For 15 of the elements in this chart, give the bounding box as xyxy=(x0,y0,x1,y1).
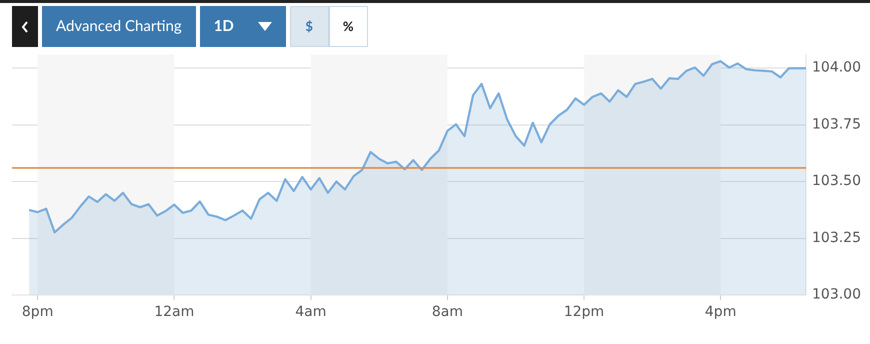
y-tick-label: 103.25 xyxy=(812,230,861,246)
text: % xyxy=(342,17,354,36)
x-tick-label: 4am xyxy=(295,304,326,320)
y-tick-label: 104.00 xyxy=(812,60,861,76)
text: $ xyxy=(305,17,313,36)
y-tick-label: 103.50 xyxy=(812,173,861,190)
x-tick-label: 8am xyxy=(432,304,463,320)
text: Advanced Charting xyxy=(56,16,182,37)
y-tick-label: 103.75 xyxy=(812,116,861,132)
x-tick-label: 12pm xyxy=(564,304,604,320)
x-tick-label: 8pm xyxy=(22,304,54,320)
x-tick-label: 12am xyxy=(154,304,194,320)
x-tick-label: 4pm xyxy=(704,304,736,320)
text: 1D xyxy=(214,16,234,37)
y-tick-label: 103.00 xyxy=(812,286,861,303)
